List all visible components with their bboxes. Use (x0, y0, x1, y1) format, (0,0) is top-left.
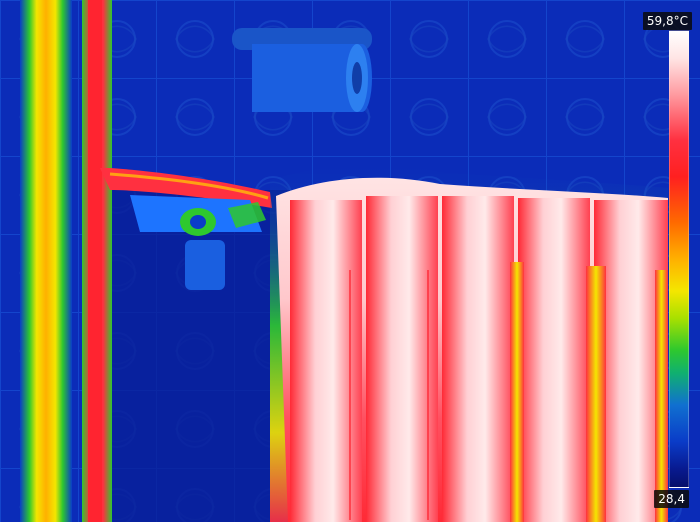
radiator-gap (510, 262, 524, 522)
riser-pipe-left (20, 0, 72, 522)
radiator-gap (655, 270, 668, 522)
temperature-max-label: 59,8°C (642, 12, 692, 30)
radiator-gap (586, 266, 606, 522)
temperature-min-label: 28,4 (654, 490, 689, 508)
paper-holder (232, 28, 372, 112)
temperature-scale-bar (669, 30, 689, 488)
wall-shadow-under-valve (110, 190, 290, 522)
radiator-valve (130, 195, 266, 290)
radiator (270, 164, 668, 522)
riser-pipe-core (88, 0, 102, 522)
